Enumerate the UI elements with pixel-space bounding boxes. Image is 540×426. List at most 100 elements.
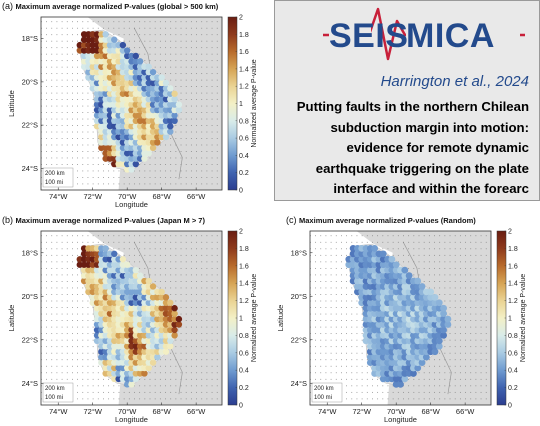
grid-point	[56, 307, 58, 308]
panel-label: (b)	[2, 215, 13, 225]
grid-point	[175, 86, 177, 87]
grid-point	[470, 307, 472, 308]
grid-point	[66, 157, 68, 159]
grid-point	[175, 151, 177, 152]
grid-point	[325, 274, 327, 276]
grid-point	[216, 307, 218, 308]
grid-point	[56, 66, 58, 68]
grid-point	[196, 320, 197, 321]
grid-point	[196, 151, 197, 152]
grid-point	[185, 151, 187, 152]
grid-point	[335, 320, 337, 321]
grid-point	[72, 346, 73, 348]
grid-point	[66, 125, 68, 126]
grid-point	[66, 248, 68, 250]
grid-point	[315, 320, 316, 321]
grid-point	[175, 254, 177, 256]
grid-point	[439, 385, 441, 387]
grid-point	[341, 261, 342, 263]
data-point	[171, 95, 178, 103]
grid-point	[470, 294, 472, 295]
grid-point	[428, 385, 430, 387]
grid-point	[134, 398, 135, 400]
grid-point	[211, 79, 213, 81]
grid-point	[165, 254, 166, 256]
grid-point	[459, 320, 461, 321]
grid-point	[190, 307, 192, 308]
grid-point	[77, 248, 78, 250]
grid-point	[196, 235, 197, 237]
grid-point	[190, 53, 192, 55]
grid-point	[180, 144, 182, 146]
grid-point	[46, 157, 47, 159]
grid-point	[216, 21, 218, 23]
grid-point	[149, 274, 151, 276]
grid-point	[56, 287, 58, 289]
grid-point	[465, 235, 466, 237]
y-tick-label: 20°S	[291, 292, 307, 301]
grid-point	[103, 112, 104, 113]
grid-point	[382, 385, 384, 387]
grid-point	[180, 267, 182, 269]
grid-point	[185, 138, 187, 139]
grid-point	[159, 34, 161, 36]
colorbar-label: Normalized average P-value	[251, 59, 258, 147]
grid-point	[449, 333, 451, 335]
grid-point	[201, 151, 203, 152]
grid-point	[196, 281, 197, 282]
panel-title: (b) Maximum average normalized P-values …	[2, 215, 205, 225]
grid-point	[56, 267, 58, 269]
grid-point	[454, 254, 456, 256]
grid-point	[139, 254, 141, 256]
grid-point	[196, 47, 197, 49]
grid-point	[56, 378, 58, 380]
grid-point	[56, 118, 58, 120]
grid-point	[154, 281, 156, 282]
grid-point	[346, 241, 347, 243]
grid-point	[449, 274, 451, 276]
grid-point	[77, 79, 78, 81]
grid-point	[315, 326, 316, 328]
grid-point	[206, 254, 208, 256]
grid-point	[216, 339, 218, 341]
data-point	[175, 321, 183, 328]
grid-point	[449, 294, 451, 295]
grid-point	[211, 144, 213, 146]
grid-point	[82, 378, 84, 380]
grid-point	[46, 66, 47, 68]
grid-point	[72, 34, 73, 36]
grid-point	[170, 183, 172, 185]
grid-point	[325, 372, 327, 374]
grid-point	[134, 170, 135, 172]
grid-point	[190, 352, 192, 354]
grid-point	[465, 320, 466, 321]
colorbar-tick-label: 1.6	[508, 263, 518, 270]
grid-point	[434, 274, 435, 276]
grid-point	[439, 352, 441, 354]
grid-point	[190, 241, 192, 243]
grid-point	[485, 378, 487, 380]
grid-point	[165, 378, 166, 380]
grid-point	[392, 248, 394, 250]
grid-point	[144, 261, 146, 263]
grid-point	[372, 378, 373, 380]
grid-point	[341, 300, 342, 302]
grid-point	[320, 365, 322, 367]
grid-point	[113, 177, 115, 178]
grid-point	[434, 261, 435, 263]
grid-point	[46, 60, 47, 62]
grid-point	[154, 40, 156, 42]
grid-point	[87, 170, 89, 172]
data-point	[141, 370, 148, 377]
grid-point	[51, 53, 53, 55]
grid-point	[315, 254, 316, 256]
grid-point	[335, 235, 337, 237]
grid-point	[87, 21, 89, 23]
grid-point	[51, 241, 53, 243]
grid-point	[449, 372, 451, 374]
grid-point	[444, 261, 446, 263]
colorbar-label: Normalized average P-value	[520, 274, 527, 362]
grid-point	[46, 320, 47, 321]
grid-point	[459, 378, 461, 380]
